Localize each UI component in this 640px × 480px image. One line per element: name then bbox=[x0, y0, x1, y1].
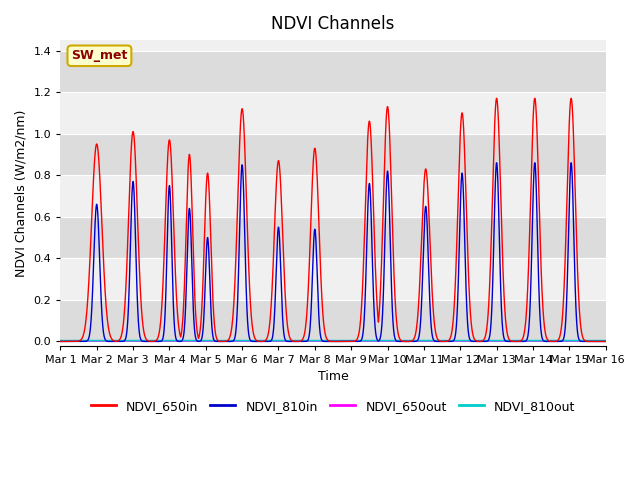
NDVI_810in bbox=[56, 338, 64, 344]
NDVI_650out bbox=[602, 338, 609, 344]
NDVI_650out bbox=[266, 338, 273, 344]
NDVI_650out bbox=[56, 338, 64, 344]
NDVI_810out bbox=[151, 338, 159, 344]
NDVI_650out bbox=[532, 338, 540, 344]
NDVI_650in bbox=[265, 328, 273, 334]
NDVI_810out bbox=[118, 338, 126, 344]
Bar bbox=[60, 50, 605, 92]
NDVI_650in bbox=[156, 329, 163, 335]
Bar bbox=[60, 40, 605, 50]
NDVI_810out bbox=[602, 338, 609, 344]
NDVI_650in bbox=[505, 336, 513, 341]
Bar bbox=[60, 300, 605, 341]
NDVI_650in bbox=[602, 338, 609, 344]
NDVI_650in bbox=[56, 338, 64, 344]
Bar bbox=[60, 175, 605, 217]
NDVI_810in bbox=[383, 168, 391, 174]
NDVI_650in bbox=[383, 104, 391, 109]
NDVI_650in bbox=[411, 333, 419, 339]
NDVI_650in bbox=[463, 237, 471, 242]
NDVI_810out bbox=[289, 338, 297, 344]
Bar bbox=[60, 258, 605, 300]
NDVI_810in bbox=[602, 338, 609, 344]
NDVI_810out bbox=[56, 338, 64, 344]
NDVI_650out bbox=[289, 338, 297, 344]
Legend: NDVI_650in, NDVI_810in, NDVI_650out, NDVI_810out: NDVI_650in, NDVI_810in, NDVI_650out, NDV… bbox=[86, 395, 580, 418]
NDVI_810in bbox=[463, 315, 471, 321]
Title: NDVI Channels: NDVI Channels bbox=[271, 15, 395, 33]
NDVI_810in bbox=[505, 338, 513, 344]
NDVI_810out bbox=[266, 338, 273, 344]
X-axis label: Time: Time bbox=[317, 370, 348, 383]
Text: SW_met: SW_met bbox=[71, 49, 127, 62]
NDVI_810out bbox=[591, 338, 599, 344]
Line: NDVI_810in: NDVI_810in bbox=[60, 163, 605, 341]
Y-axis label: NDVI Channels (W/m2/nm): NDVI Channels (W/m2/nm) bbox=[15, 109, 28, 276]
Bar bbox=[60, 133, 605, 175]
NDVI_650in bbox=[531, 96, 539, 101]
Line: NDVI_650in: NDVI_650in bbox=[60, 98, 605, 341]
Bar bbox=[60, 217, 605, 258]
NDVI_650out bbox=[591, 338, 599, 344]
NDVI_810out bbox=[532, 338, 540, 344]
NDVI_650out bbox=[118, 338, 126, 344]
NDVI_810in bbox=[531, 160, 539, 166]
NDVI_650out bbox=[151, 338, 159, 344]
NDVI_810in bbox=[156, 338, 163, 344]
Bar bbox=[60, 92, 605, 133]
NDVI_810in bbox=[411, 338, 419, 344]
NDVI_810in bbox=[265, 338, 273, 344]
